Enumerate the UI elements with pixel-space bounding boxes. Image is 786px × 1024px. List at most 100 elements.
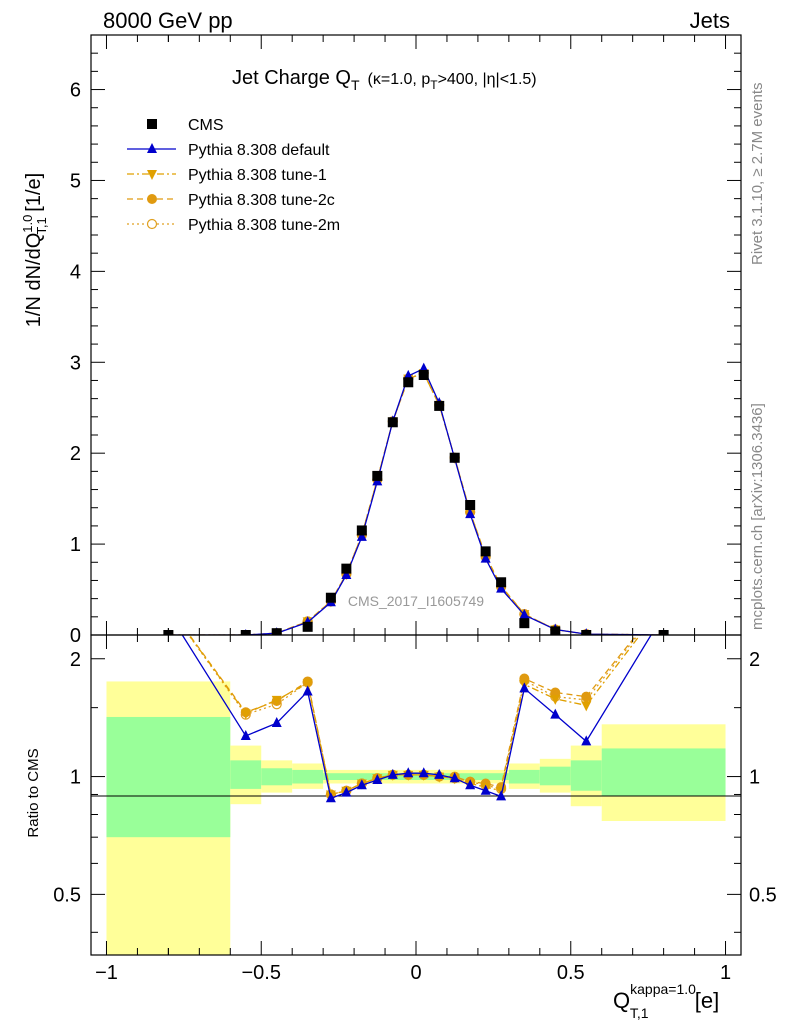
ylabel-a: 1/N dN/dQ (23, 233, 45, 327)
main-point-cms-16 (519, 618, 530, 629)
plot-title: Jet Charge QT (κ=1.0, pT>400, |η|<1.5) (232, 67, 537, 93)
main-ytick-label: 6 (70, 80, 81, 102)
main-ytick-label: 0 (70, 625, 81, 647)
main-point-cms-13 (465, 500, 476, 510)
axes-layer: 0 1 2 3 4 5 6 0.5 0.5 1 1 2 2 −1 −0.5 0 0.5 1 (53, 34, 777, 984)
main-ytick-label: 1 (70, 534, 81, 556)
main-y-axis-label: 1/N dN/dQ1.0T,1 [1/e] (20, 173, 49, 327)
ratio-band-inner-1 (230, 760, 262, 789)
ratio-band-inner-2 (261, 768, 293, 786)
legend-item-3: Pythia 8.308 tune-2c (127, 192, 335, 209)
main-point-pythia-8-308-default-5 (341, 569, 352, 579)
ratio-point-pythia-8-308-default-6 (356, 779, 367, 790)
ratio-ytick-label: 1 (70, 767, 81, 789)
title-paren-rest: >400, |η|<1.5) (438, 71, 537, 88)
main-ytick-label: 3 (70, 352, 81, 374)
ratio-point-pythia-8-308-default-5 (341, 786, 352, 797)
ratio-ytick-label: 0.5 (53, 884, 81, 906)
title-paren-sub: T (430, 78, 438, 92)
main-point-cms-3 (302, 621, 313, 632)
ratio-point-pythia-8-308-tune-2c-18 (581, 691, 592, 702)
ratio-band-inner-6 (539, 766, 571, 786)
main-point-cms-2 (271, 628, 282, 635)
main-point-cms-15 (496, 577, 507, 588)
ratio-point-pythia-8-308-default-7 (372, 773, 383, 784)
ratio-point-pythia-8-308-default-1 (240, 729, 251, 740)
main-point-cms-4 (325, 592, 336, 603)
legend-item-2: Pythia 8.308 tune-1 (127, 167, 327, 184)
main-point-pythia-8-308-default-14 (480, 552, 491, 563)
xtick-label: −0.5 (241, 962, 280, 984)
legend-item-0: CMS (147, 117, 224, 134)
xlabel-b: [e] (689, 988, 720, 1013)
ratio-band-inner-7 (570, 760, 602, 791)
main-line-pythia-8-308-tune-2c (168, 372, 664, 635)
ratio-point-pythia-8-308-tune-1-2 (271, 695, 282, 706)
ratio-band-inner-8 (601, 748, 726, 797)
xtick-label: −1 (95, 962, 118, 984)
ratio-ytick-label: 2 (70, 649, 81, 671)
ratio-band-inner-4 (323, 773, 509, 780)
ratio-band-inner-0 (106, 716, 231, 838)
main-point-cms-10 (418, 370, 429, 380)
legend-marker (147, 143, 157, 153)
ratio-point-pythia-8-308-default-13 (465, 779, 476, 790)
ylabel-sub: T,1 (34, 217, 49, 234)
main-point-pythia-8-308-default-16 (519, 609, 530, 619)
xlabel-sup: kappa=1.0 (630, 981, 696, 997)
side-text-rivet: Rivet 3.1.10, ≥ 2.7M events (749, 83, 766, 266)
ylabel-b: [1/e] (23, 173, 45, 217)
main-point-cms-11 (434, 400, 445, 411)
main-point-cms-12 (449, 452, 460, 463)
main-point-pythia-8-308-default-13 (465, 508, 476, 519)
main-point-cms-17 (550, 626, 561, 635)
legend: CMS Pythia 8.308 default Pythia 8.308 tune… (127, 117, 340, 234)
main-point-cms-1 (240, 630, 251, 635)
legend-marker (147, 170, 157, 180)
xlabel-a: Q (613, 988, 630, 1013)
main-ytick-label: 2 (70, 443, 81, 465)
legend-label: Pythia 8.308 tune-2m (188, 217, 340, 234)
legend-marker (147, 194, 157, 204)
title-paren: (κ=1.0, p (368, 71, 431, 88)
legend-label: Pythia 8.308 tune-1 (188, 167, 327, 184)
ratio-point-pythia-8-308-default-14 (480, 784, 491, 795)
main-line-pythia-8-308-default (168, 367, 664, 635)
ratio-y-axis-label: Ratio to CMS (25, 748, 42, 837)
ratio-point-pythia-8-308-default-15 (496, 790, 507, 801)
ratio-line-pythia-8-308-tune-1 (188, 635, 641, 796)
ratio-point-pythia-8-308-default-17 (550, 708, 561, 719)
ratio-ytick-label-right: 0.5 (749, 884, 777, 906)
ratio-band-inner-5 (508, 769, 540, 784)
ratio-point-pythia-8-308-default-2 (271, 717, 282, 728)
legend-label: CMS (188, 117, 224, 134)
title-main: Jet Charge Q (232, 67, 351, 89)
ratio-point-pythia-8-308-default-10 (418, 767, 429, 778)
legend-item-1: Pythia 8.308 default (127, 142, 330, 159)
legend-label: Pythia 8.308 tune-2c (188, 192, 335, 209)
main-point-cms-14 (480, 546, 491, 557)
main-point-cms-18 (581, 630, 592, 635)
ratio-point-pythia-8-308-tune-1-3 (302, 679, 313, 690)
header-right: Jets (690, 8, 730, 33)
x-axis-label: Qkappa=1.0 T,1 [e] (613, 981, 719, 1021)
header-left: 8000 GeV pp (103, 8, 233, 33)
ratio-point-pythia-8-308-default-9 (403, 767, 414, 778)
ratio-uncertainty-bands (106, 681, 726, 955)
main-point-pythia-8-308-default-6 (356, 530, 367, 541)
ratio-point-pythia-8-308-tune-1-1 (240, 709, 251, 720)
main-ytick-label: 4 (70, 261, 81, 283)
ratio-point-pythia-8-308-default-18 (581, 735, 592, 746)
legend-item-4: Pythia 8.308 tune-2m (127, 217, 340, 234)
ratio-series-layer (181, 635, 652, 803)
main-point-cms-9 (403, 377, 414, 388)
xtick-label: 0 (410, 962, 421, 984)
watermark: CMS_2017_I1605749 (348, 593, 484, 609)
legend-marker (147, 119, 157, 129)
legend-marker (146, 218, 158, 230)
main-series-layer (163, 362, 669, 635)
title-main-sub: T (351, 77, 360, 93)
main-ytick-label: 5 (70, 170, 81, 192)
legend-label: Pythia 8.308 default (188, 142, 330, 159)
